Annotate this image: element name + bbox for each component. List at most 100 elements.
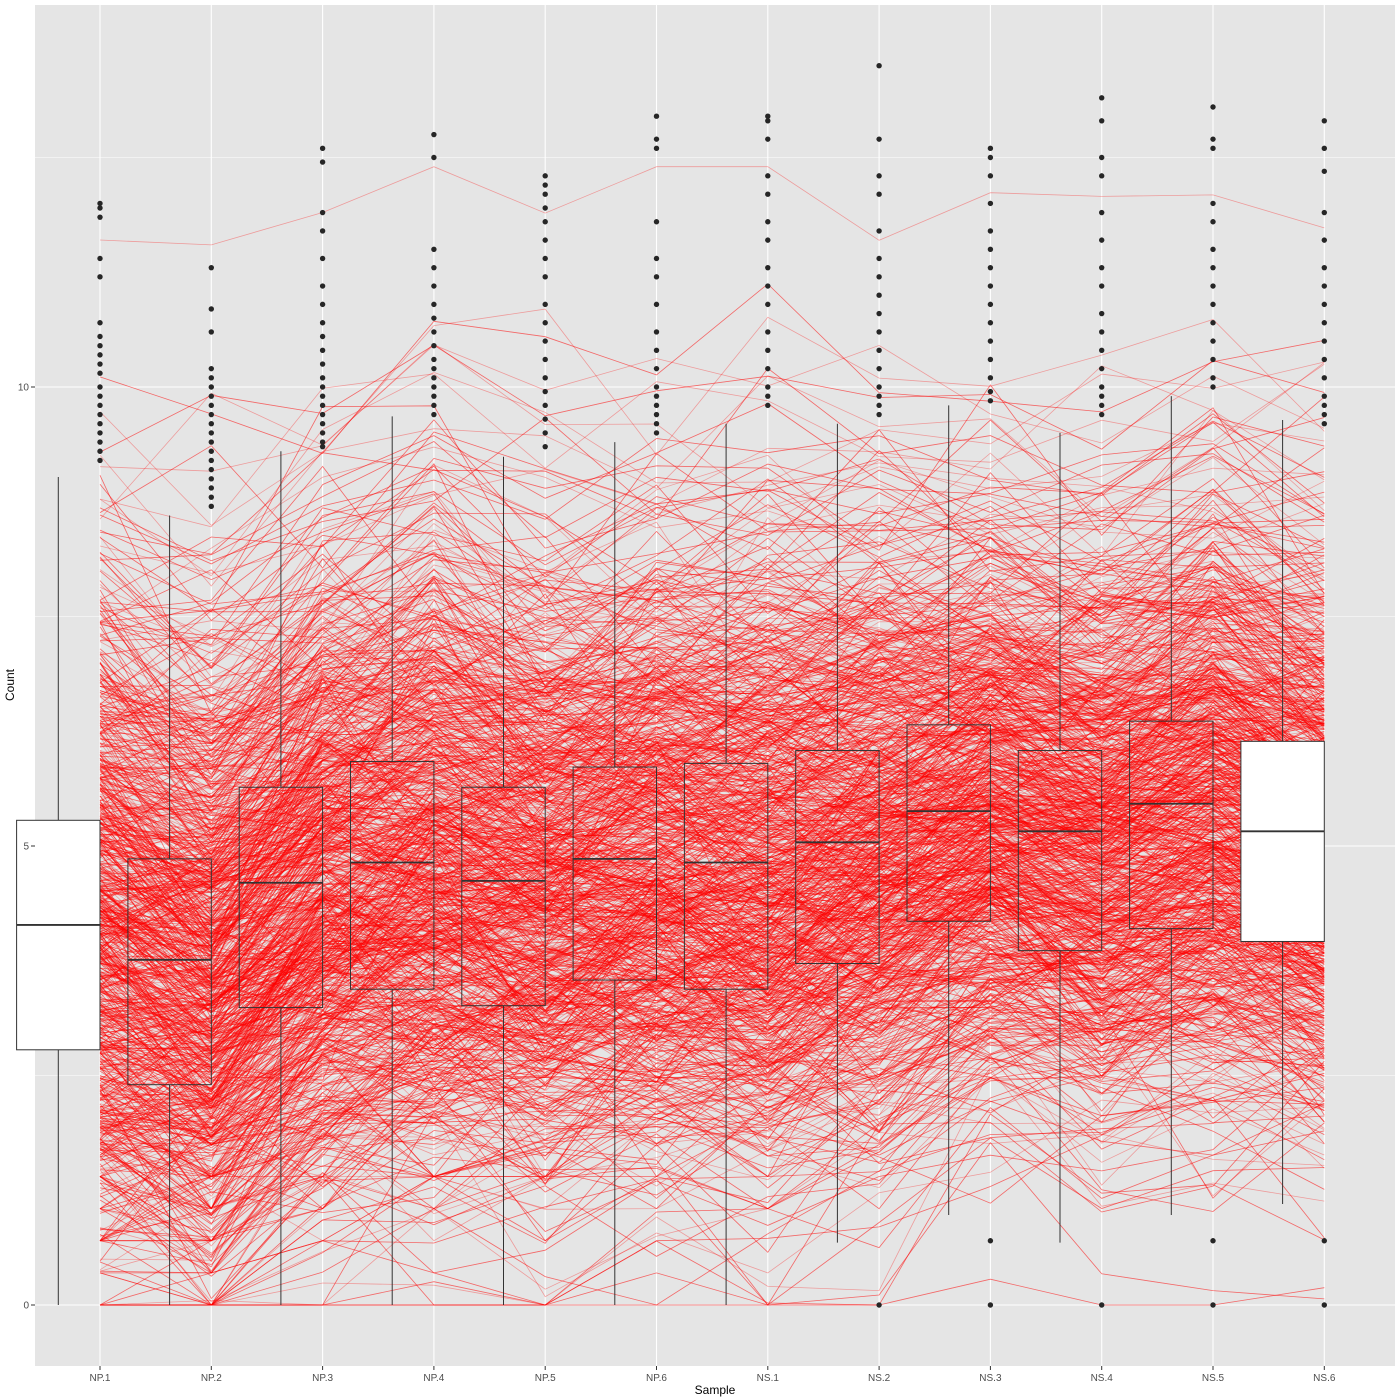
x-tick-label-NP.5: NP.5 [535,1373,556,1384]
outlier-point [876,411,882,418]
outlier-point [97,255,103,262]
sample-line [99,927,1325,1151]
sample-line [99,866,1325,1100]
outlier-point [1210,301,1216,308]
sample-line [99,737,1325,912]
sample-line [99,776,1325,979]
sample-line [99,787,1325,947]
sample-line [99,868,1325,994]
sample-line [99,746,1325,985]
sample-line [99,800,1325,1073]
sample-line [99,707,1325,960]
outlier-point [431,365,437,372]
sample-line [99,787,1325,947]
sample-line [99,648,1325,900]
sample-line [99,863,1325,1091]
outlier-point [319,320,326,326]
outlier-point [319,333,326,340]
sample-line [99,873,1325,1146]
sample-line [99,824,1325,1050]
sample-line [99,630,1325,799]
sample-line [99,838,1325,1052]
sample-line [99,753,1325,971]
sample-line [99,766,1325,1044]
sample-line [99,562,1325,752]
sample-line [99,951,1325,1162]
sample-line [99,1057,1325,1265]
sample-line [99,560,1325,821]
sample-line [99,693,1325,883]
sample-line [99,813,1325,1056]
sample-line [99,618,1325,888]
sample-line [99,1009,1325,1216]
sample-line [99,730,1325,1003]
sample-line [99,729,1325,895]
sample-line [99,862,1325,1052]
sample-line [99,781,1325,991]
sample-line [99,561,1325,719]
sample-line [99,878,1325,1070]
sample-line [99,846,1325,1070]
sample-line [99,720,1325,1014]
sample-line [99,760,1325,1043]
outlier-point [876,347,882,353]
sample-line [99,884,1325,1139]
sample-line [99,868,1325,1129]
sample-line [99,882,1325,1052]
outlier-point [319,411,326,418]
sample-line [99,841,1325,1015]
sample-line [99,969,1325,1237]
outlier-point [208,476,214,482]
sample-line [99,992,1325,1154]
sample-line [99,822,1325,1006]
sample-line [99,744,1325,930]
sample-line [99,846,1325,1001]
sample-line [99,597,1325,723]
sample-line [99,737,1325,922]
sample-line [99,918,1325,1042]
sample-line [99,700,1325,872]
sample-line [99,454,1325,647]
sample-line [99,847,1325,1039]
sample-line [99,682,1325,925]
sample-line [99,682,1325,925]
sample-line [99,365,1325,574]
sample-line [99,677,1325,920]
sample-line [99,770,1325,897]
outlier-point [876,310,882,317]
sample-line [99,892,1325,1156]
sample-line [99,1009,1325,1216]
sample-line [99,531,1325,771]
sample-line [99,776,1325,1086]
sample-line [99,734,1325,950]
sample-line [99,979,1325,1234]
sample-line [99,746,1325,981]
outlier-point [208,503,214,510]
sample-line [99,846,1325,1017]
sample-line [99,784,1325,927]
sample-line [99,693,1325,883]
sample-line [99,839,1325,1042]
sample-line [99,667,1325,881]
sample-line [99,1056,1325,1242]
outlier-point [1099,329,1105,335]
sample-line [99,478,1325,667]
sample-line [99,599,1325,859]
sample-line [99,793,1325,937]
sample-line [99,559,1325,741]
sample-line [99,552,1325,754]
outlier-point [987,398,994,404]
sample-line [99,504,1325,747]
sample-line [99,491,1325,605]
sample-line [99,760,1325,1043]
sample-line [99,1057,1325,1210]
sample-line [99,897,1325,1093]
sample-line [99,662,1325,841]
sample-line [99,1010,1325,1256]
sample-line [99,623,1325,917]
sample-line [99,283,1325,454]
sample-line [99,889,1325,1210]
sample-line [99,581,1325,769]
sample-line [99,862,1325,1112]
outlier-point [876,365,882,372]
